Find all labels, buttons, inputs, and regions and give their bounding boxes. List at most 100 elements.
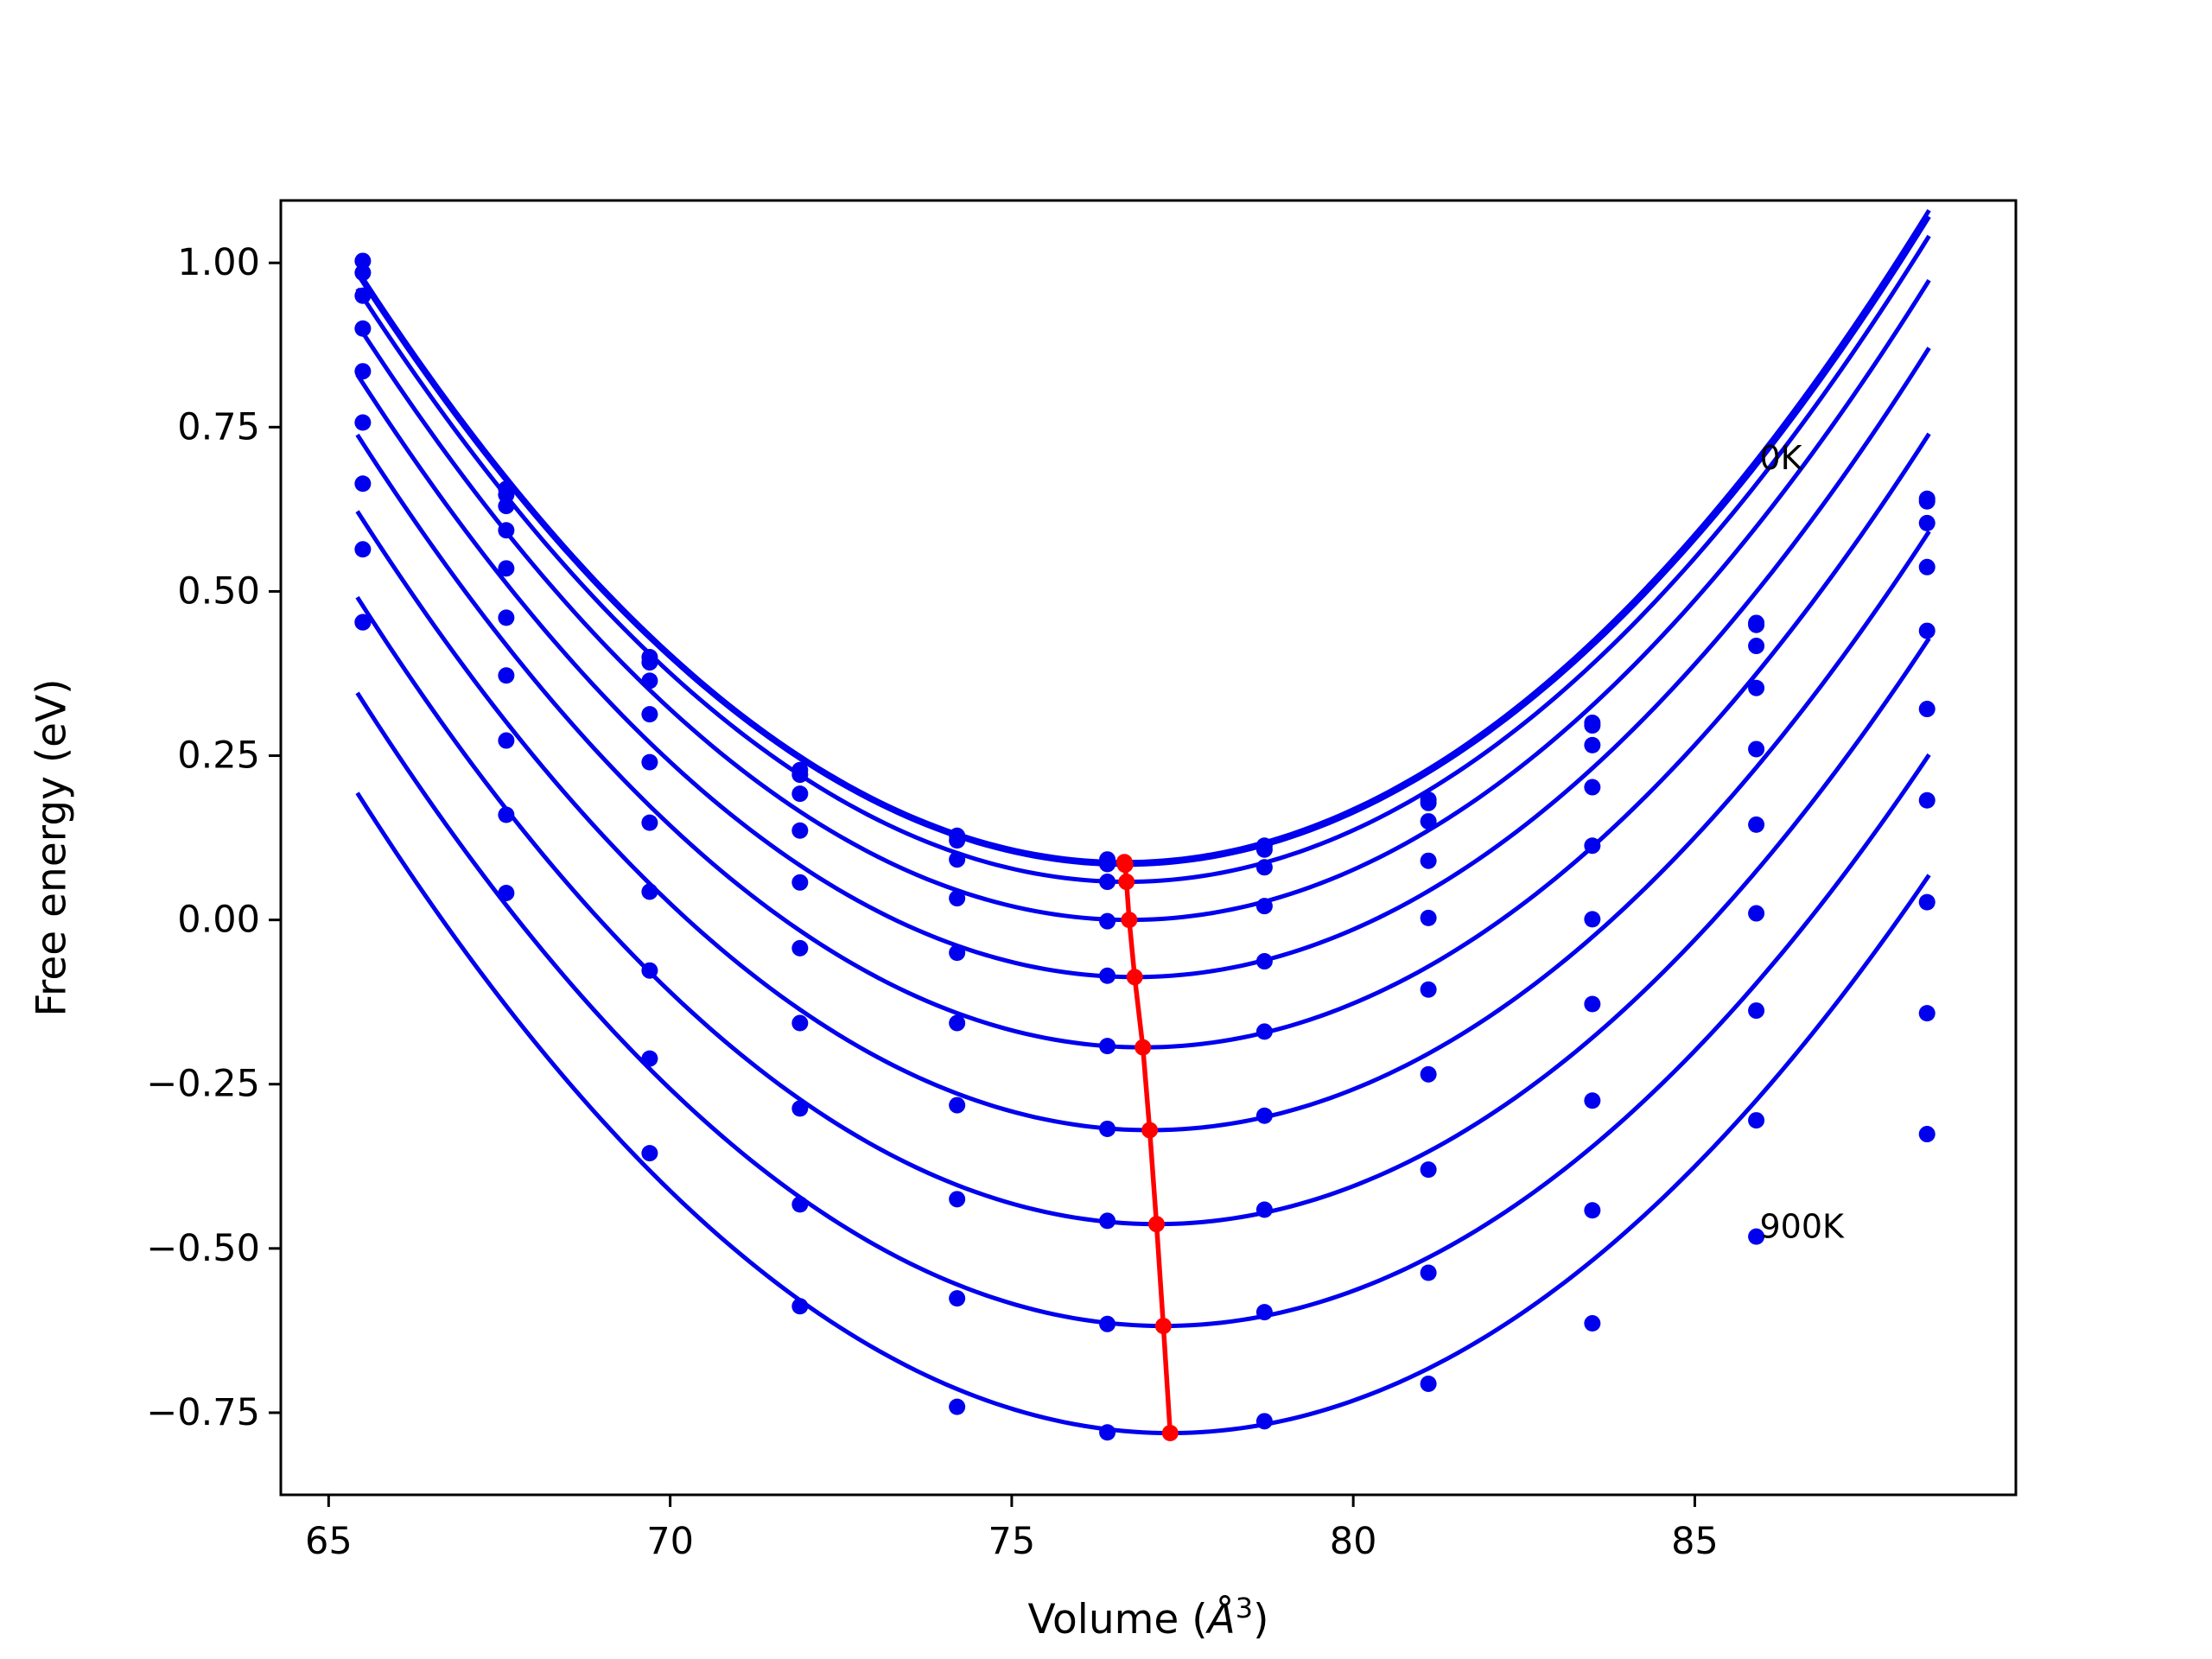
- fit-curve-8: [355, 595, 1931, 1227]
- minimum-point-3: [1118, 874, 1135, 891]
- data-point-s2-5: [949, 832, 966, 849]
- y-tick-label-6: −0.25: [146, 1063, 260, 1106]
- fit-curve-5: [355, 346, 1931, 980]
- data-point-s4-6: [1099, 912, 1116, 930]
- data-point-s9-7: [1255, 1304, 1273, 1321]
- data-point-s8-2: [498, 732, 515, 749]
- data-point-s6-2: [498, 609, 515, 626]
- minimum-line: [1122, 861, 1173, 1433]
- y-tick-label-7: −0.50: [146, 1227, 260, 1270]
- data-point-s5-10: [1748, 741, 1765, 758]
- data-point-s9-4: [791, 1196, 809, 1213]
- data-point-s2-3: [641, 654, 658, 671]
- data-point-s7-2: [498, 667, 515, 684]
- data-point-s3-1: [354, 287, 372, 304]
- minimum-point-7: [1141, 1122, 1159, 1139]
- data-point-s9-9: [1584, 1202, 1601, 1219]
- data-point-s8-7: [1255, 1201, 1273, 1218]
- minimum-point-2: [1116, 856, 1134, 874]
- data-point-s7-5: [949, 1096, 966, 1114]
- x-tick-label-5: 85: [1671, 1520, 1719, 1563]
- data-point-s4-9: [1584, 779, 1601, 796]
- axes-layer: 65 70 75 80 85 1.00 0.75 0.50 0.25 0.00 −0.25 −0.50…: [146, 241, 1719, 1563]
- x-tick-label-2: 70: [646, 1520, 694, 1563]
- data-point-s6-5: [949, 1014, 966, 1032]
- data-point-s10-11: [1918, 1126, 1936, 1143]
- data-point-s5-5: [949, 944, 966, 962]
- data-point-s5-8: [1420, 909, 1437, 926]
- minimum-point-4: [1121, 912, 1138, 929]
- minimum-point-10: [1161, 1425, 1179, 1442]
- data-point-s6-7: [1255, 1023, 1273, 1040]
- data-point-s4-8: [1420, 852, 1437, 869]
- fit-curve-4: [355, 278, 1931, 923]
- data-point-s2-4: [791, 766, 809, 784]
- data-point-s9-2: [498, 806, 515, 823]
- data-point-s10-9: [1584, 1315, 1601, 1332]
- data-point-s9-10: [1748, 1112, 1765, 1129]
- y-tick-label-4: 0.25: [177, 734, 260, 778]
- data-point-s3-4: [791, 785, 809, 803]
- y-tick-label-8: −0.75: [146, 1391, 260, 1434]
- data-point-s5-11: [1918, 622, 1936, 639]
- y-axis-label: Free energy (eV): [29, 678, 76, 1016]
- x-axis-label-unit: Å: [1205, 1596, 1236, 1643]
- data-point-s7-3: [641, 883, 658, 900]
- annotation-1: 0K: [1760, 439, 1803, 477]
- data-point-s9-5: [949, 1290, 966, 1307]
- data-point-s2-8: [1420, 794, 1437, 811]
- data-point-s6-9: [1584, 911, 1601, 928]
- data-point-s10-5: [949, 1398, 966, 1415]
- data-point-s10-10: [1748, 1228, 1765, 1245]
- data-point-s4-3: [641, 706, 658, 723]
- data-point-s4-4: [791, 822, 809, 839]
- data-point-s3-6: [1099, 874, 1116, 891]
- data-point-s6-3: [641, 814, 658, 831]
- data-point-s2-6: [1099, 855, 1116, 873]
- x-axis-label-text: Volume (: [1028, 1596, 1208, 1643]
- data-point-s10-7: [1255, 1413, 1273, 1430]
- fit-curve-9: [355, 691, 1931, 1329]
- data-point-s8-4: [791, 1100, 809, 1117]
- minimum-point-8: [1147, 1216, 1165, 1233]
- x-tick-label-1: 65: [305, 1520, 353, 1563]
- fit-curve-10: [355, 791, 1931, 1436]
- x-tick-label-3: 75: [988, 1520, 1036, 1563]
- data-point-s6-11: [1918, 701, 1936, 718]
- data-point-s2-1: [354, 264, 372, 282]
- y-tick-label-5: 0.00: [177, 899, 260, 942]
- fit-curve-2: [355, 215, 1931, 868]
- plot-frame: [279, 199, 2018, 1497]
- data-point-s8-8: [1420, 1161, 1437, 1179]
- data-point-s4-7: [1255, 898, 1273, 915]
- data-point-s4-5: [949, 890, 966, 907]
- data-point-s9-8: [1420, 1264, 1437, 1281]
- data-point-s7-10: [1748, 905, 1765, 922]
- x-axis-label: Volume (Å3): [1028, 1592, 1269, 1643]
- plot-layer: 0K 900K: [354, 208, 1936, 1442]
- data-point-s8-5: [949, 1191, 966, 1208]
- data-point-s7-1: [354, 475, 372, 493]
- data-point-s5-3: [641, 753, 658, 771]
- data-point-s5-6: [1099, 967, 1116, 984]
- data-point-s3-11: [1918, 514, 1936, 531]
- data-point-s1-1: [354, 252, 372, 270]
- minimum-point-9: [1154, 1318, 1172, 1335]
- data-point-s7-11: [1918, 791, 1936, 809]
- y-tick-label-3: 0.50: [177, 569, 260, 613]
- data-point-s2-11: [1918, 493, 1936, 510]
- data-point-s7-8: [1420, 1065, 1437, 1083]
- data-point-s8-1: [354, 541, 372, 558]
- data-point-s3-7: [1255, 859, 1273, 876]
- data-point-s6-10: [1748, 816, 1765, 833]
- data-point-s7-7: [1255, 1107, 1273, 1124]
- data-point-s7-6: [1099, 1120, 1116, 1137]
- data-point-s9-6: [1099, 1315, 1116, 1332]
- data-point-s3-3: [641, 672, 658, 690]
- data-point-s10-4: [791, 1298, 809, 1315]
- data-point-s7-4: [791, 1014, 809, 1032]
- data-point-s8-11: [1918, 893, 1936, 911]
- data-point-s4-2: [498, 522, 515, 539]
